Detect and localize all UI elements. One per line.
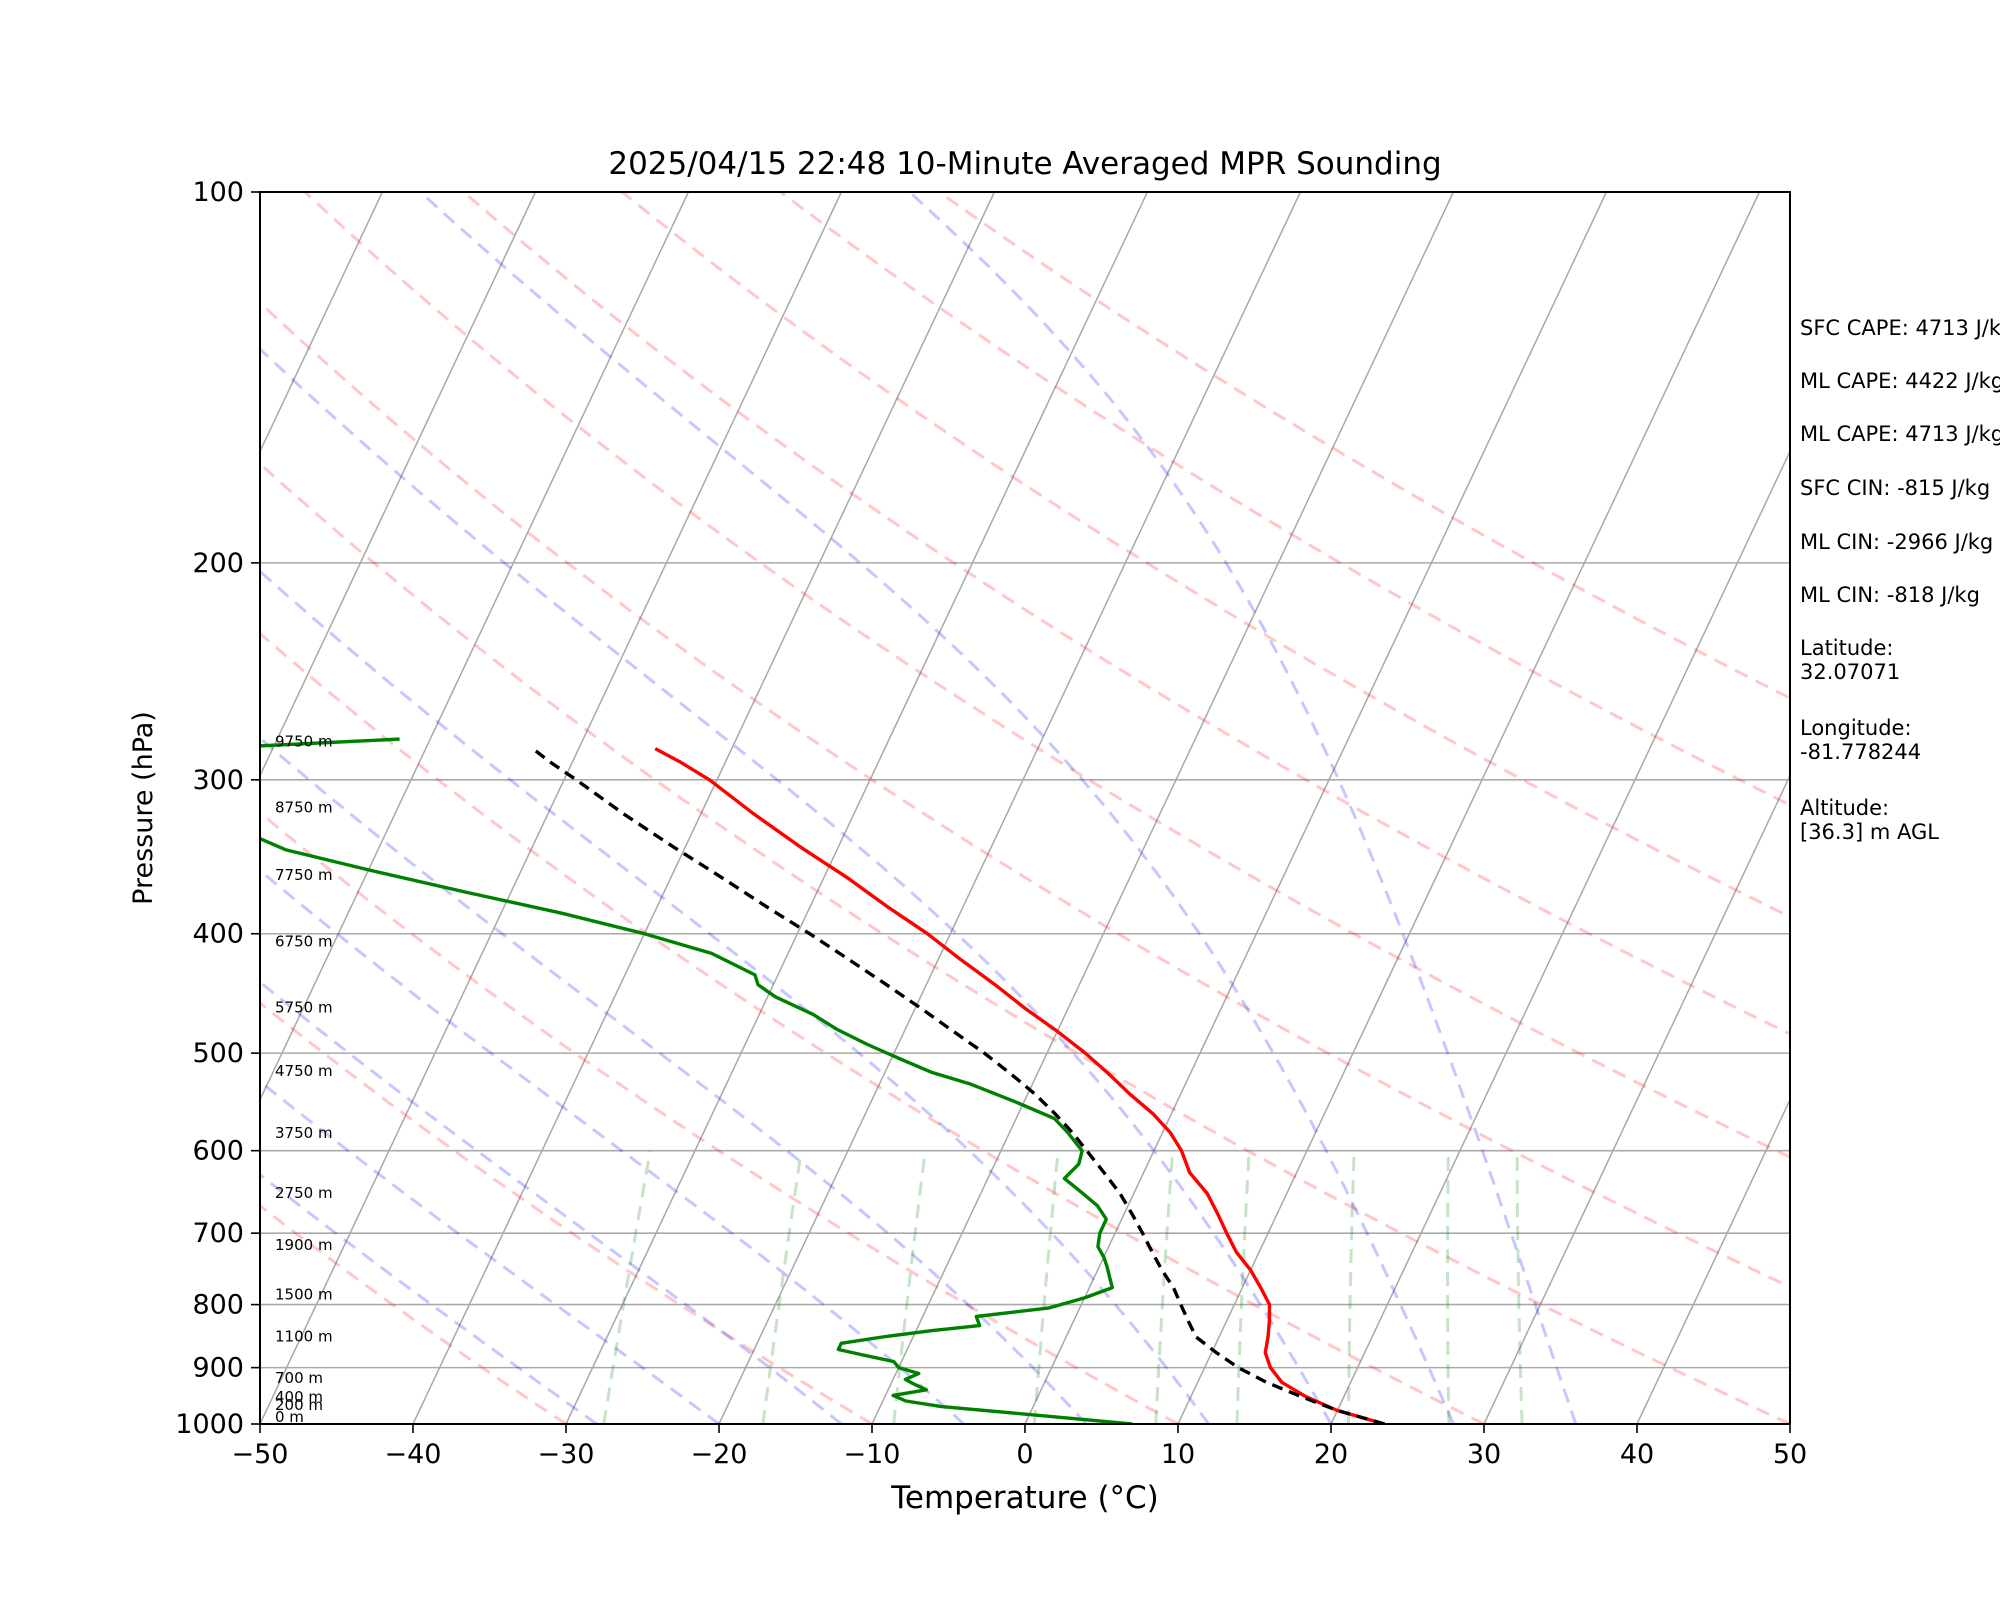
sfc-cin-label: SFC CIN: -815 J/kg — [1800, 476, 1991, 500]
height-label: 3750 m — [275, 1124, 333, 1142]
dry-adiabat — [621, 192, 1790, 919]
altitude-label: Altitude: [36.3] m AGL — [1800, 796, 1939, 844]
x-tick-label: −10 — [844, 1439, 901, 1470]
dewpoint-line — [260, 737, 1133, 1424]
height-label: 700 m — [275, 1369, 323, 1387]
isotherm-line — [565, 192, 1149, 1424]
y-tick-label: 300 — [192, 765, 244, 796]
height-label: 8750 m — [275, 798, 333, 816]
moist-adiabat — [260, 1079, 720, 1424]
height-label: 2750 m — [275, 1184, 333, 1202]
temperature-line — [654, 747, 1385, 1424]
moist-adiabat — [260, 868, 965, 1424]
isobar-lines — [260, 192, 1790, 1424]
latitude-label: Latitude: 32.07071 — [1800, 636, 1901, 684]
dry-adiabat — [260, 1203, 567, 1424]
moist-adiabat — [419, 192, 1455, 1424]
moist-adiabat — [260, 736, 1088, 1424]
dry-adiabat — [260, 300, 1790, 1289]
height-label: 400 m — [275, 1388, 323, 1406]
dry-adiabat — [260, 461, 1790, 1424]
y-tick-label: 500 — [192, 1038, 244, 1069]
x-axis-ticks: −50 −40 −30 −20 −10 0 10 20 30 40 50 — [232, 1424, 1807, 1470]
isotherm-line — [1636, 1098, 1790, 1424]
dry-adiabats — [260, 192, 1790, 1424]
mixing-ratio-lines — [602, 1150, 1524, 1424]
x-tick-label: 0 — [1016, 1439, 1033, 1470]
moist-adiabat — [260, 347, 1333, 1424]
height-label: 9750 m — [275, 733, 333, 751]
height-labels: 9750 m 8750 m 7750 m 6750 m 5750 m 4750 m 3750… — [275, 733, 333, 1426]
skewed-isotherms — [260, 192, 1790, 1424]
moist-adiabat — [260, 569, 1210, 1424]
y-tick-label: 200 — [192, 548, 244, 579]
moist-adiabat — [260, 1172, 598, 1424]
height-label: 1100 m — [275, 1327, 333, 1345]
x-tick-label: −50 — [232, 1439, 289, 1470]
isotherm-line — [412, 192, 996, 1424]
y-tick-label: 900 — [192, 1353, 244, 1384]
height-label: 1500 m — [275, 1285, 333, 1303]
isotherm-line — [871, 192, 1455, 1424]
y-tick-label: 600 — [192, 1136, 244, 1167]
ml-cape-label-2: ML CAPE: 4713 J/kg — [1800, 422, 2000, 446]
isotherm-line — [718, 192, 1302, 1424]
sfc-cape-label: SFC CAPE: 4713 J/kg — [1800, 316, 2000, 340]
x-tick-label: −40 — [385, 1439, 442, 1470]
profile-series — [260, 737, 1385, 1424]
x-tick-label: 30 — [1467, 1439, 1501, 1470]
ml-cin-label-2: ML CIN: -818 J/kg — [1800, 583, 1980, 607]
isotherm-line — [1177, 192, 1761, 1424]
chart-title: 2025/04/15 22:48 10-Minute Averaged MPR … — [608, 146, 1441, 182]
x-tick-label: 20 — [1314, 1439, 1348, 1470]
height-label: 5750 m — [275, 998, 333, 1016]
mixing-ratio-line — [602, 1150, 652, 1424]
dry-adiabat — [260, 1000, 873, 1424]
y-tick-label: 100 — [192, 177, 244, 208]
dry-adiabat — [304, 192, 1790, 1159]
ml-cape-label: ML CAPE: 4422 J/kg — [1800, 369, 2000, 393]
isotherm-line — [1024, 192, 1608, 1424]
y-axis-ticks: 100 200 300 400 500 600 700 800 900 1000 — [175, 177, 260, 1440]
y-tick-label: 400 — [192, 919, 244, 950]
x-tick-label: 50 — [1773, 1439, 1807, 1470]
longitude-label: Longitude: -81.778244 — [1800, 716, 1922, 764]
moist-adiabats — [260, 192, 1578, 1424]
y-tick-label: 800 — [192, 1290, 244, 1321]
height-label: 200 m — [275, 1396, 323, 1414]
x-tick-label: 10 — [1161, 1439, 1195, 1470]
isotherm-line — [260, 192, 537, 778]
isotherm-line — [1483, 773, 1790, 1424]
height-label: 4750 m — [275, 1062, 333, 1080]
dry-adiabat — [260, 631, 1485, 1424]
height-label: 0 m — [275, 1408, 304, 1426]
isotherm-line — [260, 192, 843, 1424]
y-tick-label: 700 — [192, 1218, 244, 1249]
y-axis-label: Pressure (hPa) — [128, 711, 159, 905]
isotherm-line — [260, 192, 690, 1102]
height-label: 7750 m — [275, 866, 333, 884]
x-tick-label: −30 — [538, 1439, 595, 1470]
x-tick-label: 40 — [1620, 1439, 1654, 1470]
x-tick-label: −20 — [691, 1439, 748, 1470]
height-label: 1900 m — [275, 1236, 333, 1254]
isotherm-line — [260, 192, 384, 454]
height-label: 6750 m — [275, 932, 333, 950]
parcel-path-line — [531, 747, 1385, 1424]
isotherm-line — [1330, 449, 1790, 1424]
x-axis-label: Temperature (°C) — [890, 1480, 1159, 1516]
moist-adiabat — [908, 192, 1578, 1424]
moist-adiabat — [260, 980, 843, 1424]
ml-cin-label: ML CIN: -2966 J/kg — [1800, 530, 1994, 554]
y-tick-label: 1000 — [175, 1409, 244, 1440]
